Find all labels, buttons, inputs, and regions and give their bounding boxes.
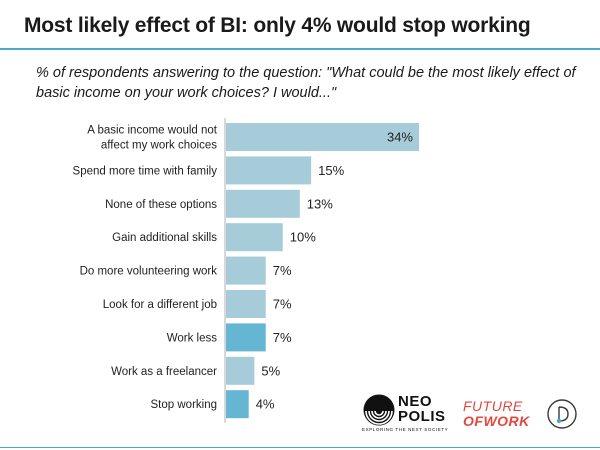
- bottom-divider: [0, 447, 600, 448]
- category-label-line: Spend more time with family: [73, 165, 218, 177]
- category-label-line: Stop working: [151, 399, 217, 411]
- bar-value-label: 5%: [261, 363, 280, 378]
- bar-value-label: 7%: [273, 297, 292, 312]
- chart-title: Most likely effect of BI: only 4% would …: [24, 14, 531, 37]
- category-label-line: Do more volunteering work: [80, 266, 218, 278]
- neopolis-tagline: EXPLORING THE NEXT SOCIETY: [362, 427, 449, 432]
- bar-value-label: 10%: [290, 230, 316, 245]
- category-label: Look for a different job: [103, 299, 217, 311]
- bar-value-label: 15%: [318, 163, 344, 178]
- future-of-work-line1: FUTURE: [463, 398, 523, 414]
- category-label-line: Work as a freelancer: [111, 366, 217, 378]
- category-label: Gain additional skills: [112, 232, 217, 244]
- category-label-line: A basic income would not: [87, 125, 218, 137]
- category-label-line: Gain additional skills: [112, 232, 217, 244]
- bar-value-label: 7%: [273, 330, 292, 345]
- bar-value-label: 34%: [387, 130, 413, 145]
- category-label: Do more volunteering work: [80, 266, 218, 278]
- category-label-line: affect my work choices: [101, 140, 217, 152]
- future-of-work-line2: OFWORK: [463, 413, 530, 429]
- bar: [226, 290, 266, 318]
- category-label: Stop working: [151, 399, 217, 411]
- category-label-line: Work less: [167, 332, 218, 344]
- category-label-line: None of these options: [105, 199, 217, 211]
- neopolis-logo: NEO POLIS EXPLORING THE NEXT SOCIETY: [360, 393, 452, 437]
- bar-value-label: 4%: [256, 397, 275, 412]
- category-label: Spend more time with family: [73, 165, 218, 177]
- neopolis-word-polis: POLIS: [398, 408, 446, 425]
- bar-value-label: 13%: [307, 196, 333, 211]
- chart-subtitle: % of respondents answering to the questi…: [36, 65, 576, 101]
- d-circle-icon: [545, 397, 579, 431]
- bar: [226, 156, 312, 185]
- bar: [226, 256, 266, 285]
- bar: [226, 123, 419, 151]
- bar: [226, 323, 266, 352]
- bar: [226, 390, 249, 419]
- bar: [226, 223, 283, 252]
- category-label-line: Look for a different job: [103, 299, 217, 311]
- bar: [226, 356, 255, 385]
- neopolis-emblem-icon: [363, 394, 395, 426]
- title-divider: [0, 48, 600, 50]
- category-label: A basic income would not affect my work c…: [87, 125, 218, 152]
- category-label: None of these options: [105, 199, 217, 211]
- category-label: Work less: [167, 332, 218, 344]
- neopolis-word-neo: NEO: [398, 393, 433, 410]
- bar: [226, 189, 300, 218]
- category-label: Work as a freelancer: [111, 366, 217, 378]
- bar-value-label: 7%: [273, 263, 292, 278]
- neopolis-wordmark: NEO POLIS: [398, 394, 446, 424]
- future-of-work-logo: FUTURE OFWORK: [463, 397, 533, 433]
